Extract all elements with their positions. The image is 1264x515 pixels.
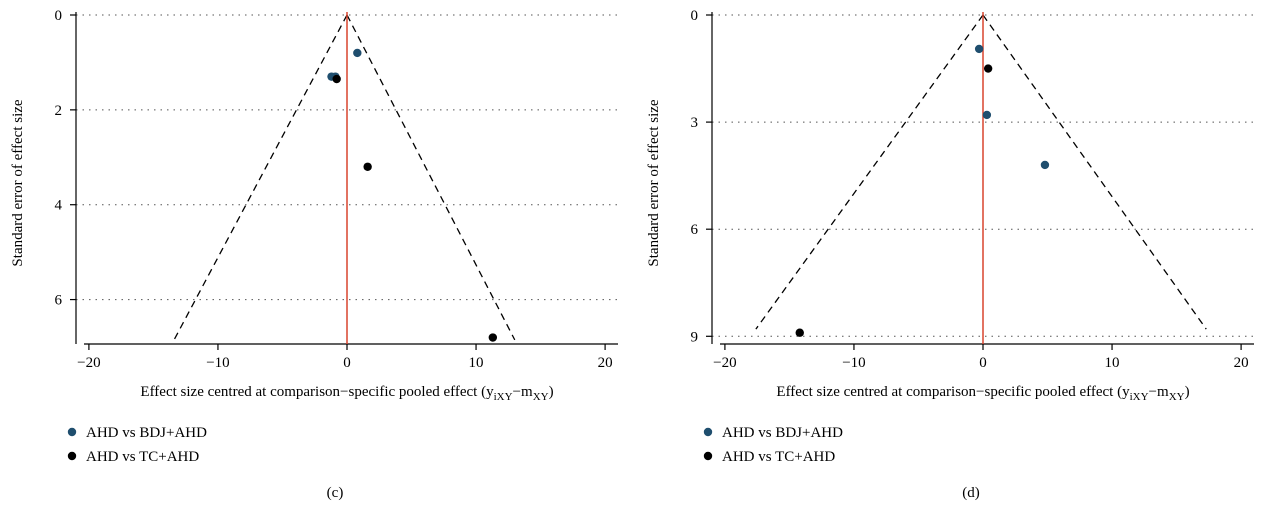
- legend-marker: [67, 427, 77, 437]
- x-axis-label: Effect size centred at comparison−specif…: [140, 384, 553, 403]
- x-axis-label-part: Effect size centred at comparison−specif…: [140, 384, 494, 400]
- y-tick-label: 0: [55, 8, 63, 24]
- x-axis-label-subscript: iXY: [494, 391, 513, 403]
- x-axis-label-subscript: XY: [533, 391, 549, 403]
- x-axis-label-subscript: iXY: [1130, 391, 1149, 403]
- y-axis-label: Standard error of effect size: [10, 99, 26, 266]
- data-point: [363, 162, 372, 171]
- y-tick-label: 4: [55, 198, 63, 214]
- data-point: [488, 333, 498, 342]
- x-tick-label: −20: [713, 355, 736, 371]
- x-tick-label: 20: [1234, 355, 1249, 371]
- x-tick-label: 10: [469, 355, 484, 371]
- x-axis-label: Effect size centred at comparison−specif…: [776, 384, 1189, 403]
- y-axis-label: Standard error of effect size: [646, 99, 662, 266]
- y-tick-label: 3: [691, 115, 699, 131]
- legend-label: AHD vs BDJ+AHD: [86, 425, 207, 441]
- chart-panel-1: 0 2 4 6 −20 −10 0 10 20 Standard error of effect …: [10, 8, 618, 501]
- x-axis-label-part: −m: [1149, 384, 1169, 400]
- panel-label: (d): [962, 485, 980, 501]
- data-point: [795, 328, 804, 337]
- legend-label: AHD vs TC+AHD: [722, 449, 835, 465]
- funnel-left-line: [173, 14, 348, 341]
- x-tick-label: 10: [1105, 355, 1120, 371]
- panel-label: (c): [327, 485, 344, 501]
- x-tick-label: 0: [979, 355, 987, 371]
- x-tick-label: 0: [343, 355, 351, 371]
- x-axis-label-part: Effect size centred at comparison−specif…: [776, 384, 1130, 400]
- data-point: [353, 48, 362, 58]
- y-tick-label: 0: [691, 8, 699, 24]
- y-tick-label: 9: [691, 329, 699, 345]
- x-axis-label-part: ): [549, 384, 554, 400]
- y-tick-label: 2: [55, 103, 63, 119]
- data-point: [1040, 160, 1050, 170]
- x-tick-label: 20: [598, 355, 613, 371]
- legend-marker: [703, 427, 713, 437]
- legend-label: AHD vs TC+AHD: [86, 449, 199, 465]
- data-point: [332, 74, 341, 84]
- data-point: [983, 64, 993, 73]
- y-tick-label: 6: [55, 293, 63, 309]
- legend-label: AHD vs BDJ+AHD: [722, 425, 843, 441]
- data-point: [982, 110, 992, 120]
- chart-panel-2: 0 3 6 9 −20 −10 0 10 20 Standard error of effect …: [646, 8, 1254, 501]
- legend-marker: [703, 451, 713, 461]
- y-tick-label: 6: [691, 222, 699, 238]
- x-tick-label: −20: [77, 355, 100, 371]
- x-axis-label-part: ): [1185, 384, 1190, 400]
- x-tick-label: −10: [206, 355, 229, 371]
- legend-marker: [67, 451, 77, 461]
- data-point: [974, 44, 984, 54]
- funnel-left-line: [755, 14, 984, 330]
- x-axis-label-part: −m: [513, 384, 533, 400]
- funnel-right-line: [982, 14, 1207, 330]
- x-axis-label-subscript: XY: [1169, 391, 1185, 403]
- funnel-right-line: [346, 14, 516, 341]
- x-tick-label: −10: [842, 355, 865, 371]
